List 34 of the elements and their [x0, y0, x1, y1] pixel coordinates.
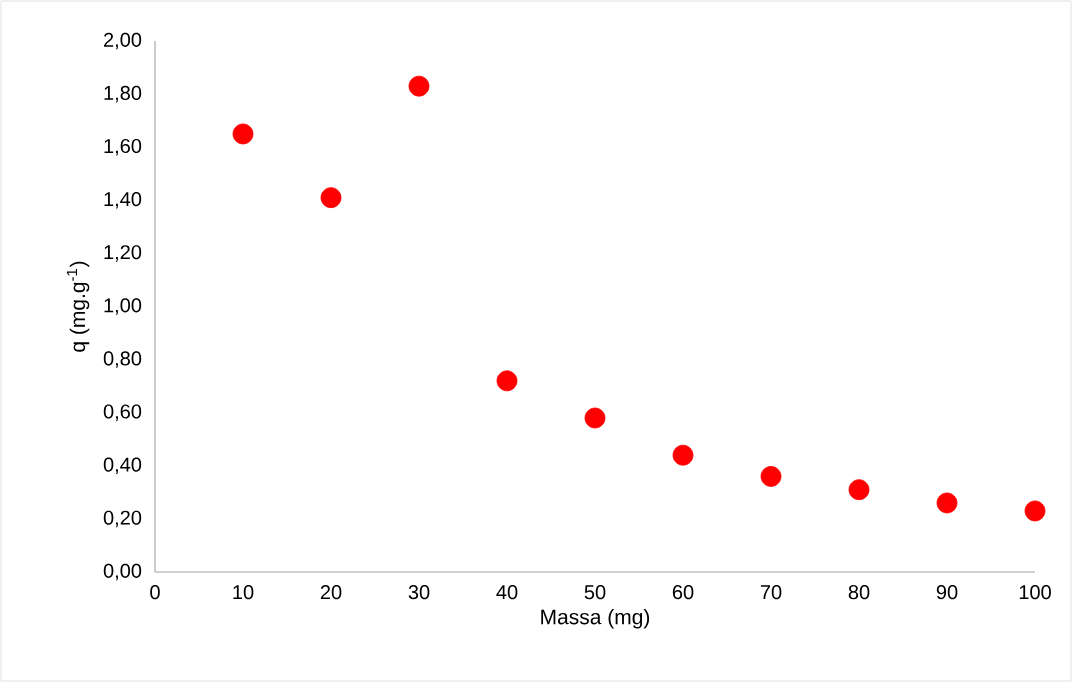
- point: [848, 479, 870, 501]
- x-tick-label: 60: [672, 585, 694, 600]
- x-tick-label: 90: [936, 585, 958, 600]
- x-tick-label: 70: [760, 585, 782, 600]
- y-tick-label: 1,40: [104, 192, 142, 209]
- point: [232, 123, 254, 145]
- y-tick-label: 2,00: [104, 32, 142, 50]
- point: [760, 466, 782, 487]
- point: [672, 444, 694, 466]
- x-tick-label: 10: [233, 585, 254, 600]
- x-tick-label: 100: [1019, 585, 1051, 600]
- x-tick-label: 0: [150, 585, 160, 600]
- point: [320, 187, 342, 209]
- y-tick-label: 1,60: [104, 138, 142, 156]
- y-tick-label: 0,80: [103, 351, 142, 368]
- y-tick-label: 1,00: [104, 298, 142, 315]
- point: [496, 370, 518, 392]
- y-tick-label: 0,20: [103, 510, 142, 528]
- y-tick-label: 0,00: [103, 563, 142, 581]
- x-tick-label: 30: [408, 585, 430, 600]
- point: [584, 407, 606, 429]
- y-tick-label: 0,40: [103, 457, 142, 475]
- x-tick-label: 20: [320, 585, 342, 600]
- x-tick-label: 50: [584, 585, 606, 600]
- y-axis-title: q (mg.g$^{-1}$): [66, 261, 90, 352]
- y-tick-label: 0,60: [103, 404, 142, 421]
- y-tick-label: 1,80: [104, 85, 142, 103]
- x-tick-label: 40: [496, 585, 518, 600]
- y-tick-label: 1,20: [104, 245, 142, 262]
- point: [408, 75, 430, 97]
- point: [936, 492, 958, 514]
- x-axis-title: Massa (mg): [541, 608, 650, 629]
- x-tick-label: 80: [848, 585, 870, 600]
- point: [1024, 500, 1046, 522]
